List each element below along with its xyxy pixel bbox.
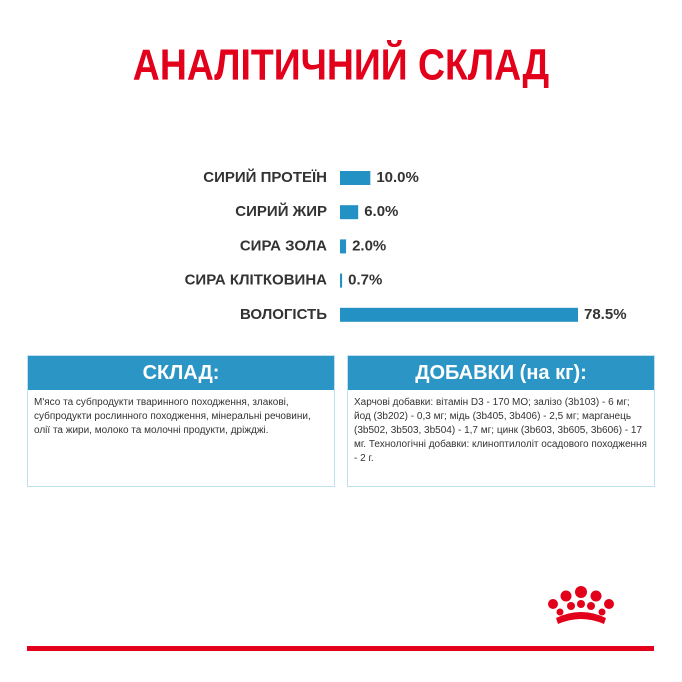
composition-text: М'ясо та субпродукти тваринного походжен…	[34, 397, 311, 436]
chart-title: АНАЛІТИЧНИЙ СКЛАД	[133, 40, 549, 90]
bar	[340, 239, 347, 254]
logo	[548, 586, 614, 624]
composition-box: СКЛАД: М'ясо та субпродукти тваринного п…	[27, 355, 335, 487]
value-label: 10.0%	[376, 169, 419, 186]
category-label: СИРИЙ ЖИР	[235, 202, 327, 220]
bar	[340, 307, 578, 322]
category-label: СИРА ЗОЛА	[240, 237, 327, 254]
value-label: 0.7%	[348, 272, 382, 289]
bar	[340, 205, 359, 220]
composition-title: СКЛАД:	[28, 356, 334, 390]
additives-box: ДОБАВКИ (на кг): Харчові добавки: вітамі…	[347, 355, 655, 487]
chart: АНАЛІТИЧНИЙ СКЛАД СИРИЙ ПРОТЕЇН 10.0% СИРИ…	[133, 40, 627, 323]
value-label: 6.0%	[364, 203, 398, 220]
category-label: СИРИЙ ПРОТЕЇН	[203, 168, 327, 186]
additives-title: ДОБАВКИ (на кг):	[348, 356, 654, 390]
category-label: СИРА КЛІТКОВИНА	[185, 272, 328, 289]
bar	[340, 171, 371, 185]
category-label: ВОЛОГІСТЬ	[240, 306, 327, 323]
value-label: 78.5%	[584, 306, 627, 323]
additives-text: Харчові добавки: вітамін D3 - 170 МО; за…	[354, 397, 647, 464]
value-label: 2.0%	[352, 237, 386, 254]
bottom-rule	[27, 646, 654, 651]
bar	[340, 273, 343, 288]
